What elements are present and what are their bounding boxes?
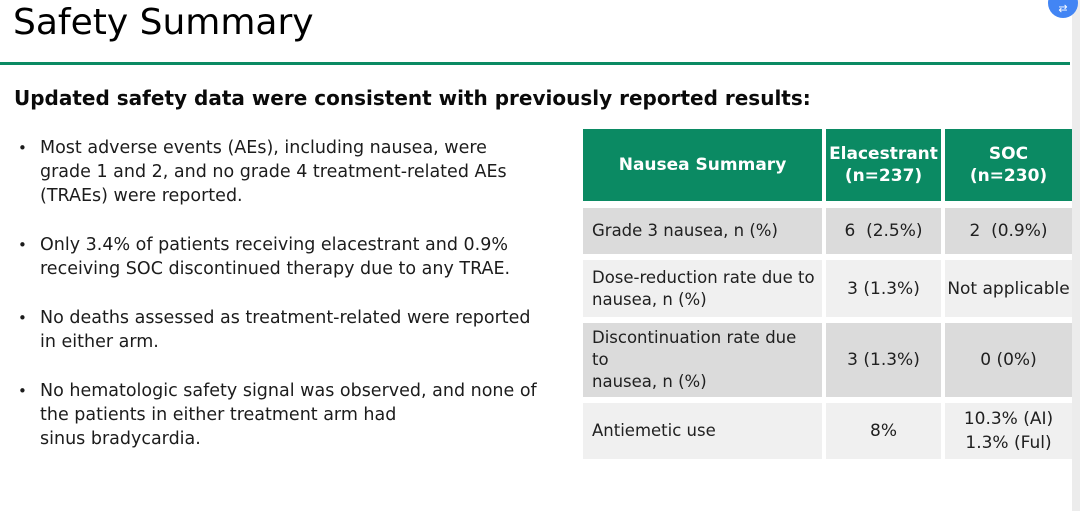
row-label: Grade 3 nausea, n (%) xyxy=(583,208,826,260)
soc-value: 10.3% (AI) 1.3% (Ful) xyxy=(945,403,1072,459)
soc-value: 2 (0.9%) xyxy=(945,208,1072,260)
soc-value: 0 (0%) xyxy=(945,323,1072,403)
bullet-icon: • xyxy=(18,139,27,157)
table-row: Dose-reduction rate due to nausea, n (%)… xyxy=(583,260,1072,323)
table-row: Discontinuation rate due to nausea, n (%… xyxy=(583,323,1072,403)
page-title: Safety Summary xyxy=(13,2,314,43)
column-header-soc: SOC (n=230) xyxy=(945,129,1072,208)
translate-icon: ⇄ xyxy=(1058,2,1068,15)
list-item: • No hematologic safety signal was obser… xyxy=(18,379,570,451)
bullet-icon: • xyxy=(18,236,27,254)
page-edge-strip xyxy=(1072,0,1080,511)
lead-heading: Updated safety data were consistent with… xyxy=(14,86,811,110)
list-item: • Most adverse events (AEs), including n… xyxy=(18,136,570,208)
soc-value: Not applicable xyxy=(945,260,1072,323)
list-item: • No deaths assessed as treatment-relate… xyxy=(18,306,570,354)
row-label: Dose-reduction rate due to nausea, n (%) xyxy=(583,260,826,323)
table-row: Antiemetic use 8% 10.3% (AI) 1.3% (Ful) xyxy=(583,403,1072,459)
bullet-text: No deaths assessed as treatment-related … xyxy=(40,308,531,352)
table-row: Grade 3 nausea, n (%) 6 (2.5%) 2 (0.9%) xyxy=(583,208,1072,260)
title-underline xyxy=(0,62,1070,65)
column-header-nausea-summary: Nausea Summary xyxy=(583,129,826,208)
row-label: Antiemetic use xyxy=(583,403,826,459)
floating-extension-button[interactable]: ⇄ xyxy=(1048,0,1078,18)
bullet-icon: • xyxy=(18,382,27,400)
elacestrant-value: 6 (2.5%) xyxy=(826,208,945,260)
column-header-elacestrant: Elacestrant (n=237) xyxy=(826,129,945,208)
nausea-summary-table: Nausea Summary Elacestrant (n=237) SOC (… xyxy=(583,129,1072,459)
elacestrant-value: 8% xyxy=(826,403,945,459)
elacestrant-value: 3 (1.3%) xyxy=(826,260,945,323)
bullet-icon: • xyxy=(18,309,27,327)
list-item: • Only 3.4% of patients receiving elaces… xyxy=(18,233,570,281)
row-label: Discontinuation rate due to nausea, n (%… xyxy=(583,323,826,403)
bullet-list: • Most adverse events (AEs), including n… xyxy=(18,136,570,476)
table-header-row: Nausea Summary Elacestrant (n=237) SOC (… xyxy=(583,129,1072,208)
elacestrant-value: 3 (1.3%) xyxy=(826,323,945,403)
bullet-text: Most adverse events (AEs), including nau… xyxy=(40,138,507,206)
bullet-text: Only 3.4% of patients receiving elacestr… xyxy=(40,235,511,279)
bullet-text: No hematologic safety signal was observe… xyxy=(40,381,537,449)
